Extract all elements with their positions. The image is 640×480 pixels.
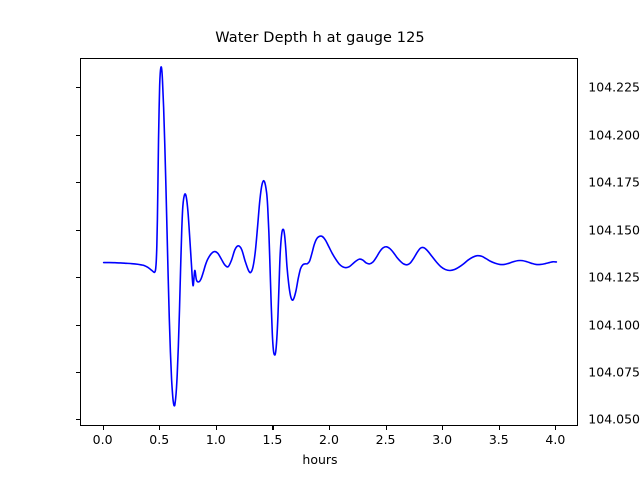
y-tick-mark — [76, 324, 80, 326]
x-tick-label: 2.5 — [375, 432, 396, 447]
y-tick-mark — [76, 371, 80, 374]
y-tick-label: 104.225 — [588, 79, 640, 95]
y-tick-label: 104.100 — [588, 317, 640, 332]
x-tick-mark — [442, 426, 444, 430]
y-tick-label: 104.075 — [588, 364, 640, 380]
x-tick-mark — [385, 426, 387, 430]
y-tick-mark — [76, 229, 80, 231]
x-tick-mark — [498, 426, 500, 430]
y-tick-label: 104.050 — [588, 411, 640, 427]
y-tick-mark — [76, 134, 80, 136]
x-tick-label: 3.5 — [488, 432, 509, 447]
y-tick-label: 104.175 — [588, 174, 640, 190]
x-axis-label: hours — [302, 452, 338, 467]
x-tick-mark — [555, 426, 557, 430]
y-tick-label: 104.125 — [588, 269, 640, 285]
x-tick-mark — [329, 426, 331, 430]
page-title: Water Depth h at gauge 125 — [215, 30, 425, 46]
x-tick-label: 3.0 — [432, 432, 453, 447]
data-series-line — [102, 66, 558, 407]
y-tick-mark — [76, 419, 80, 421]
x-tick-mark — [102, 426, 104, 430]
x-tick-label: 4.0 — [545, 432, 566, 447]
plot-area — [80, 58, 578, 426]
y-tick-label: 104.150 — [588, 222, 640, 238]
y-tick-mark — [76, 182, 80, 184]
y-tick-label: 104.200 — [588, 127, 640, 143]
line-plot-svg — [102, 66, 558, 407]
y-tick-mark — [76, 277, 80, 279]
x-tick-label: 1.0 — [205, 432, 226, 447]
x-tick-label: 0.5 — [149, 432, 170, 447]
x-tick-mark — [159, 426, 161, 430]
x-tick-mark — [215, 426, 217, 430]
x-tick-label: 0.0 — [92, 432, 113, 447]
y-tick-mark — [76, 87, 80, 89]
x-tick-mark — [272, 426, 274, 430]
x-tick-label: 1.5 — [262, 432, 283, 447]
x-tick-label: 2.0 — [319, 432, 339, 447]
